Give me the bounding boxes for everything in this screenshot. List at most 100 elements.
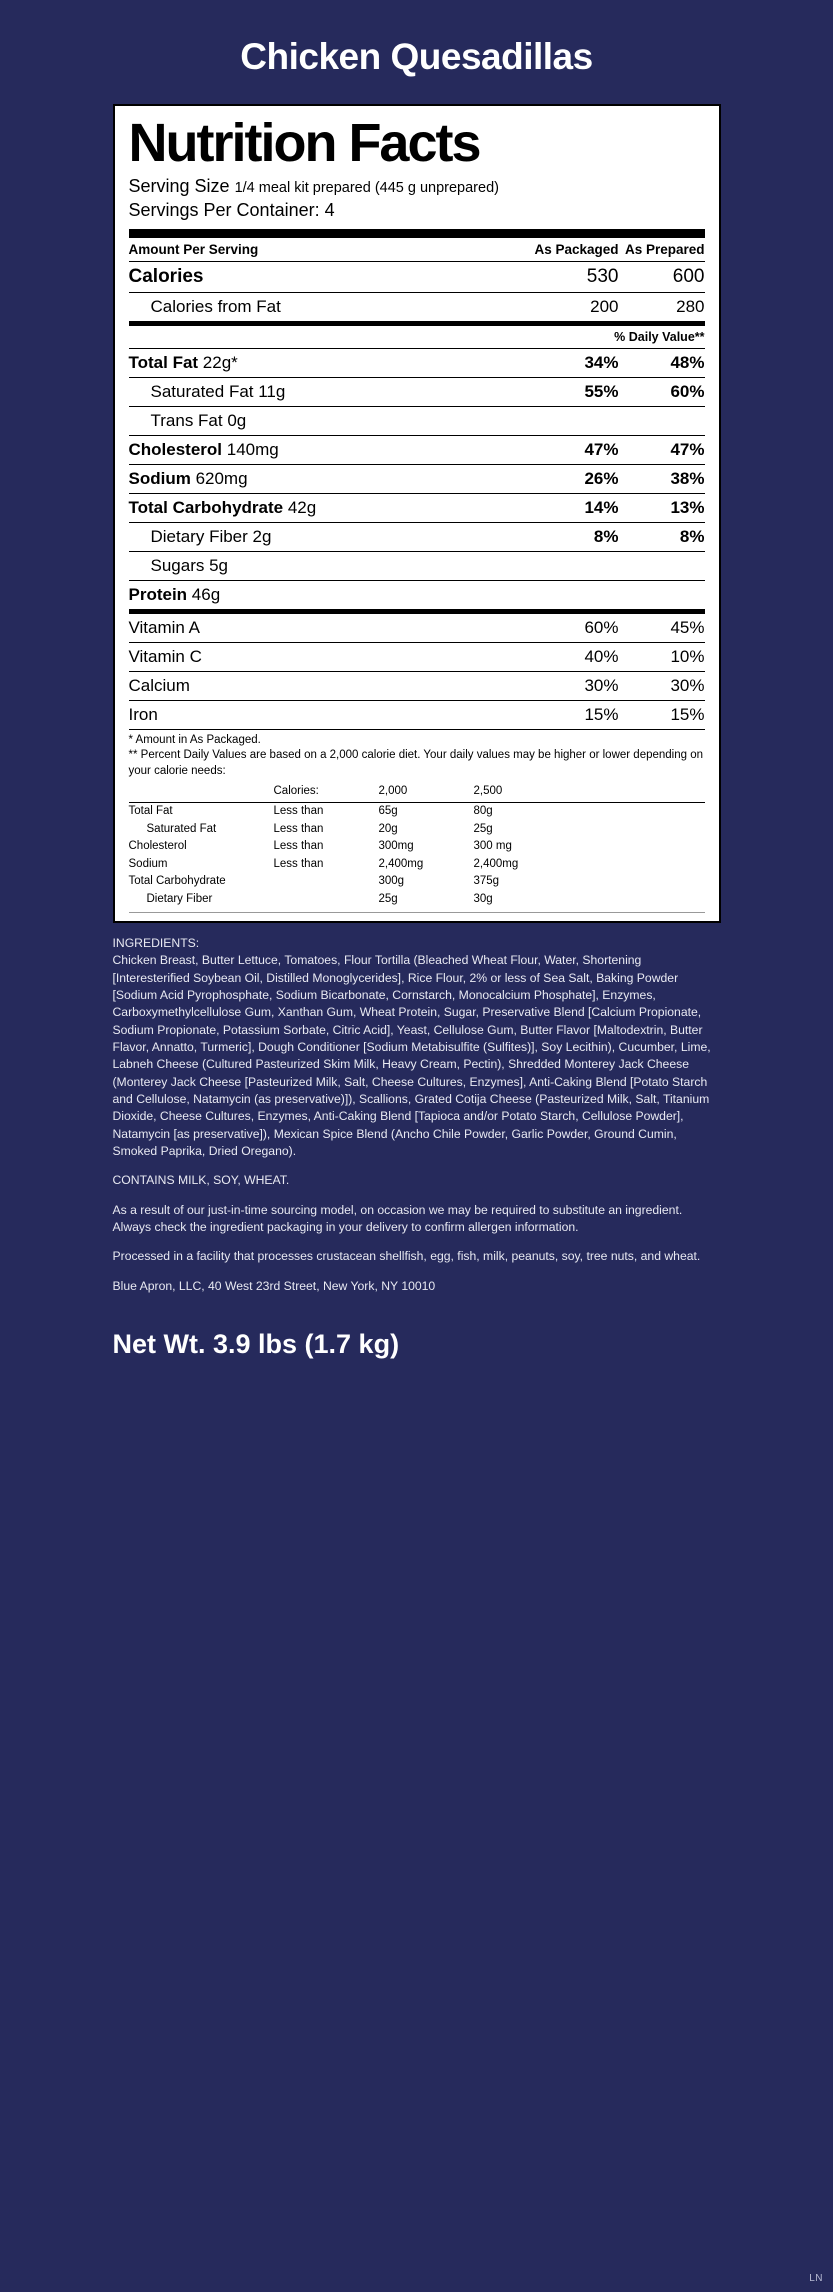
calories-packaged: 530 (522, 260, 619, 293)
dv-table-row: Sodium Less than 2,400mg 2,400mg (129, 856, 705, 874)
dv-table-header-row: Calories: 2,000 2,500 (129, 783, 705, 801)
dv-header-blank (129, 783, 274, 801)
dv-table-row: Total Carbohydrate 300g 375g (129, 873, 705, 891)
table-row-calories-from-fat: Calories from Fat 200 280 (128, 291, 705, 321)
table-row-nutrient: Trans Fat 0g (128, 405, 705, 436)
divider-medium-vitamins (128, 608, 705, 614)
nutrient-label: Sodium 620mg (128, 463, 523, 494)
calories-from-fat-prepared: 280 (618, 291, 705, 321)
nutrition-table-main: Amount Per Serving As Packaged As Prepar… (128, 238, 705, 321)
ingredients-body: Chicken Breast, Butter Lettuce, Tomatoes… (112, 953, 711, 1159)
table-row-nutrient: Total Carbohydrate 42g 14% 13% (128, 492, 705, 523)
product-label-page: Chicken Quesadillas Nutrition Facts Serv… (112, 36, 823, 2284)
vitamin-label: Vitamin C (128, 641, 523, 672)
divider-medium (128, 320, 705, 326)
corner-mark: LN (809, 2273, 823, 2284)
dv-qualifier (274, 873, 379, 891)
nutrition-table-nutrients: Total Fat 22g* 34% 48% Saturated Fat 11g 55%… (128, 347, 705, 609)
serving-size-label: Serving Size (128, 176, 230, 197)
dv-table-row: Dietary Fiber 25g 30g (129, 891, 705, 909)
dv-header-2000: 2,000 (378, 784, 408, 797)
calories-from-fat-packaged: 200 (522, 291, 619, 321)
daily-value-header-row: % Daily Value** (129, 326, 705, 348)
table-row-nutrient: Protein 46g (128, 579, 705, 609)
vitamin-label: Vitamin A (128, 617, 201, 637)
divider-thick-top (128, 228, 705, 238)
dv-nutrient-name: Sodium (128, 857, 168, 870)
dv-value-2500: 2,400mg (473, 857, 519, 870)
net-weight: Net Wt. 3.9 lbs (1.7 kg) (112, 1329, 400, 1360)
vitamin-prepared-percent: 15% (618, 699, 705, 729)
column-header-as-packaged: As Packaged (534, 241, 619, 257)
calories-label: Calories (128, 260, 523, 293)
nutrition-table-vitamins: Vitamin A 60% 45% Vitamin C 40% 10% Calcium 30%… (128, 614, 705, 729)
footnote-block: * Amount in As Packaged. ** Percent Dail… (128, 730, 705, 914)
table-row-nutrient: Sugars 5g (128, 550, 705, 581)
ingredients-and-notices: INGREDIENTS: Chicken Breast, Butter Lett… (113, 923, 721, 1295)
dv-value-2500: 30g (473, 892, 493, 905)
ingredients-heading: INGREDIENTS: (112, 936, 200, 951)
nutrient-prepared-percent (618, 405, 705, 436)
nutrient-label: Protein 46g (128, 579, 523, 609)
substitution-notice: As a result of our just-in-time sourcing… (112, 1202, 683, 1235)
nutrient-packaged-percent: 47% (522, 434, 619, 465)
nutrient-prepared-percent: 13% (618, 492, 705, 523)
dv-value-2000: 20g (378, 822, 398, 835)
nutrient-label: Dietary Fiber 2g (128, 521, 523, 552)
dv-nutrient-name: Dietary Fiber (146, 892, 213, 905)
dv-value-2000: 65g (378, 805, 398, 818)
facility-notice: Processed in a facility that processes c… (112, 1249, 701, 1264)
dv-value-2500: 300 mg (473, 840, 512, 853)
nutrient-label: Sugars 5g (128, 550, 523, 581)
vitamin-packaged-percent: 40% (522, 641, 619, 672)
dv-value-2500: 25g (473, 822, 493, 835)
nutrient-packaged-percent (522, 405, 619, 436)
dv-value-2000: 300g (378, 875, 405, 888)
nutrient-packaged-percent: 34% (522, 347, 619, 378)
nutrient-packaged-percent: 8% (522, 521, 619, 552)
dv-nutrient-name: Total Carbohydrate (128, 875, 226, 888)
dv-qualifier (274, 891, 379, 909)
nutrient-prepared-percent: 8% (618, 521, 705, 552)
serving-size-line: Serving Size 1/4 meal kit prepared (445 … (129, 175, 705, 199)
nutrition-facts-heading: Nutrition Facts (128, 113, 482, 173)
dv-nutrient-name: Cholesterol (128, 840, 187, 853)
nutrient-prepared-percent: 60% (618, 376, 705, 407)
column-header-as-prepared: As Prepared (624, 241, 705, 257)
vitamin-label: Iron (128, 699, 523, 729)
serving-size-value: 1/4 meal kit prepared (445 g unprepared) (234, 180, 499, 197)
vitamin-prepared-percent: 30% (618, 670, 705, 701)
divider-daily-values-bottom (128, 912, 705, 914)
table-row-nutrient: Total Fat 22g* 34% 48% (128, 347, 705, 378)
daily-value-header: % Daily Value** (614, 329, 705, 344)
vitamin-label: Calcium (128, 670, 523, 701)
dv-header-calories: Calories: (273, 784, 319, 797)
vitamin-packaged-percent: 60% (584, 617, 619, 637)
table-row-nutrient: Sodium 620mg 26% 38% (128, 463, 705, 494)
dv-header-2500: 2,500 (473, 784, 503, 797)
table-row-nutrient: Dietary Fiber 2g 8% 8% (128, 521, 705, 552)
table-row-vitamin: Vitamin C 40% 10% (128, 641, 705, 672)
dv-table-row: Cholesterol Less than 300mg 300 mg (129, 838, 705, 856)
nutrient-prepared-percent (618, 550, 705, 581)
dv-qualifier: Less than (273, 805, 324, 818)
vitamin-prepared-percent: 45% (670, 617, 705, 637)
nutrient-label: Total Carbohydrate 42g (128, 492, 523, 523)
nutrient-amount: 140mg (226, 439, 279, 459)
vitamin-packaged-percent: 30% (522, 670, 619, 701)
contains-allergens: CONTAINS MILK, SOY, WHEAT. (112, 1173, 290, 1188)
table-row-vitamin: Calcium 30% 30% (128, 670, 705, 701)
company-address: Blue Apron, LLC, 40 West 23rd Street, Ne… (112, 1278, 436, 1293)
dv-nutrient-name: Total Fat (128, 805, 173, 818)
vitamin-prepared-percent: 10% (618, 641, 705, 672)
table-row-vitamin: Vitamin A 60% 45% (129, 614, 705, 643)
servings-per-container: Servings Per Container: 4 (128, 200, 335, 221)
table-row-nutrient: Cholesterol 140mg 47% 47% (128, 434, 705, 465)
vitamin-packaged-percent: 15% (522, 699, 619, 729)
nutrient-amount: 22g* (202, 352, 238, 372)
dv-value-2500: 375g (473, 875, 500, 888)
ingredients-paragraph: INGREDIENTS: Chicken Breast, Butter Lett… (113, 935, 721, 1160)
dv-nutrient-name: Saturated Fat (146, 822, 217, 835)
nutrient-amount: 46g (191, 584, 221, 604)
divider-footnote (128, 728, 705, 730)
